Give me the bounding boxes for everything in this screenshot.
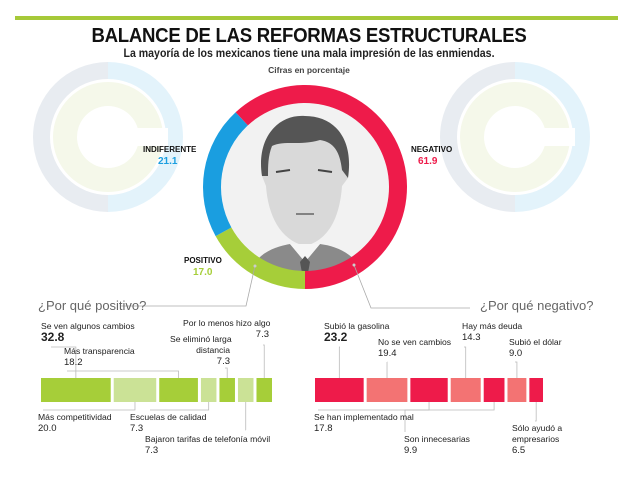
positive-bars — [41, 344, 272, 431]
chart-subtitle: La mayoría de los mexicanos tiene una ma… — [123, 48, 495, 60]
neg-leader-7 — [535, 402, 537, 422]
neg-leader-3 — [318, 402, 430, 411]
pos-leader-1 — [51, 346, 77, 378]
neg-label-5: Son innecesarias 9.9 — [404, 434, 470, 456]
pos-bar-3 — [159, 378, 198, 402]
positivo-value: 17.0 — [193, 267, 213, 278]
accent-bar — [15, 16, 618, 20]
chart-title: BALANCE DE LAS REFORMAS ESTRUCTURALES — [91, 25, 527, 47]
leader-dot-positive — [253, 264, 257, 268]
neg-bar-1 — [315, 378, 364, 402]
pos-label-6: Bajaron tarifas de telefonía móvil 7.3 — [145, 434, 271, 456]
logo-c-gap — [118, 128, 168, 146]
pos-leader-3 — [67, 370, 179, 378]
leader-positive — [120, 265, 256, 307]
pos-label-5: Se eliminó larga distancia 7.3 — [170, 334, 232, 367]
indiferente-value: 21.1 — [158, 156, 178, 167]
leader-dot-negative — [352, 263, 356, 267]
indiferente-label: INDIFERENTE — [143, 145, 197, 154]
logo-center — [484, 106, 546, 168]
neg-label-6: Subió el dólar 9.0 — [509, 337, 562, 359]
neg-bar-3 — [410, 378, 448, 402]
pos-leader-5 — [225, 367, 228, 378]
neg-leader-6 — [515, 361, 518, 378]
pos-label-3: Más transparencia 18.2 — [64, 346, 135, 368]
decorative-logo-right — [440, 62, 590, 212]
neg-label-3: Se han implementado mal 17.8 — [314, 412, 414, 434]
pos-bar-1 — [41, 378, 111, 402]
pos-leader-4 — [150, 402, 210, 411]
neg-bar-6 — [507, 378, 527, 402]
neg-bar-7 — [529, 378, 543, 402]
negativo-label: NEGATIVO — [411, 145, 453, 154]
pos-label-1: Se ven algunos cambios 32.8 — [41, 321, 135, 344]
pos-label-2: Más competitividad 20.0 — [38, 412, 112, 434]
neg-leader-4 — [464, 346, 467, 378]
logo-center — [77, 106, 139, 168]
pos-bar-6 — [237, 378, 254, 402]
pos-label-4: Escuelas de calidad 7.3 — [130, 412, 207, 434]
negative-bars — [315, 346, 543, 432]
unit-note: Cifras en porcentaje — [268, 65, 350, 75]
donut-slice-negativo — [235, 85, 408, 289]
neg-label-7: Sólo ayudó a empresarios 6.5 — [512, 423, 563, 456]
pos-bar-7 — [256, 378, 272, 402]
leader-negative — [353, 264, 470, 309]
neg-leader-1 — [338, 346, 340, 378]
donut-chart — [203, 85, 408, 289]
pos-leader-7 — [263, 344, 265, 378]
positive-question: ¿Por qué positivo? — [38, 298, 147, 313]
neg-bar-4 — [450, 378, 481, 402]
leader-lines — [120, 263, 470, 309]
donut-slice-positivo — [215, 227, 305, 289]
negative-question: ¿Por qué negativo? — [480, 298, 594, 313]
neg-label-2: No se ven cambios 19.4 — [378, 337, 452, 359]
pos-bar-5 — [219, 378, 235, 402]
positivo-label: POSITIVO — [184, 256, 222, 265]
decorative-logo-left — [33, 62, 183, 212]
pos-label-7: Por lo menos hizo algo 7.3 — [183, 318, 271, 340]
donut-slice-indiferente — [203, 112, 248, 237]
logo-c-gap — [525, 128, 575, 146]
pos-leader-2 — [43, 402, 136, 411]
pos-bar-2 — [113, 378, 157, 402]
neg-label-1: Subió la gasolina 23.2 — [324, 321, 390, 344]
neg-bar-5 — [483, 378, 505, 402]
pos-bar-4 — [200, 378, 217, 402]
neg-leader-5 — [404, 402, 495, 432]
negativo-value: 61.9 — [418, 156, 438, 167]
neg-label-4: Hay más deuda 14.3 — [462, 321, 523, 343]
neg-bar-2 — [366, 378, 408, 402]
